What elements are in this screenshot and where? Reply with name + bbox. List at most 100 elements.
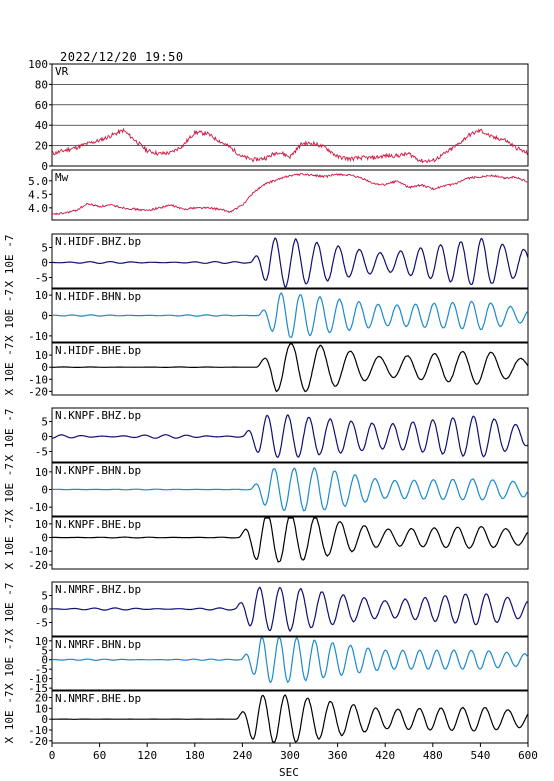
y-tick-label: 0 [41, 603, 48, 616]
y-unit-label: X 10E -7 [3, 343, 16, 396]
y-tick-label: 0 [41, 257, 48, 270]
series-line-n-hidf-bhn-bp [52, 292, 529, 338]
y-tick-label: 5 [41, 590, 48, 603]
panel-label-bg [53, 409, 147, 422]
panel-label: N.KNPF.BHN.bp [55, 464, 141, 477]
x-tick-label: 360 [328, 749, 348, 762]
panel-frame-n-knpf-bhe-bp [51, 516, 529, 570]
x-tick-label: 180 [185, 749, 205, 762]
x-tick-label: 540 [470, 749, 490, 762]
y-unit-label: X 10E -7 [3, 637, 16, 690]
x-tick-label: 480 [423, 749, 443, 762]
panel-frame-n-nmrf-bhn-bp [51, 636, 529, 691]
panel-label-bg [53, 692, 147, 705]
y-tick-label: 10 [35, 289, 48, 302]
y-unit-label: X 10E -7 [3, 463, 16, 516]
y-unit-label: X 10E -7 [3, 583, 16, 636]
series-line-n-nmrf-bhn-bp [52, 637, 529, 684]
panel-label: N.KNPF.BHZ.bp [55, 409, 141, 422]
y-tick-label: 0 [41, 361, 48, 374]
panel-label-bg [53, 344, 147, 357]
panel-label: N.NMRF.BHZ.bp [55, 583, 141, 596]
series-line-n-knpf-bhn-bp [51, 467, 529, 512]
y-tick-label: -5 [35, 663, 48, 676]
y-tick-label: 0 [41, 431, 48, 444]
panel-label-bg [53, 518, 147, 531]
panel-label: N.KNPF.BHE.bp [55, 518, 141, 531]
y-unit-label: X 10E -7 [3, 409, 16, 462]
y-tick-label: 0 [41, 713, 48, 726]
y-tick-label: -10 [28, 330, 48, 343]
y-tick-label: 10 [35, 635, 48, 648]
y-tick-label: 80 [35, 78, 48, 91]
y-tick-label: 20 [35, 692, 48, 705]
x-tick-label: 240 [232, 749, 252, 762]
y-tick-label: -20 [28, 385, 48, 398]
y-unit-label: X 10E -7 [3, 235, 16, 288]
y-tick-label: -5 [35, 617, 48, 630]
panel-label-bg [53, 235, 147, 248]
series-line-n-knpf-bhz-bp [51, 414, 529, 458]
y-tick-label: 5 [41, 644, 48, 657]
y-tick-label: 5 [41, 242, 48, 255]
y-tick-label: -20 [28, 559, 48, 572]
panel-label: VR [55, 65, 69, 78]
x-tick-label: 120 [137, 749, 157, 762]
x-tick-label: 420 [375, 749, 395, 762]
panel-label: N.NMRF.BHN.bp [55, 638, 141, 651]
y-tick-label: 0 [41, 654, 48, 667]
panel-frame-n-hidf-bhe-bp [51, 342, 529, 396]
series-line-vr [51, 127, 528, 164]
y-tick-label: 0 [41, 160, 48, 173]
y-tick-label: 4.5 [28, 188, 48, 201]
panel-frame-mw [51, 169, 529, 221]
series-line-mw [51, 172, 528, 216]
y-tick-label: 60 [35, 99, 48, 112]
panel-label-bg [53, 290, 147, 303]
panel-label: N.HIDF.BHN.bp [55, 290, 141, 303]
y-tick-label: 10 [35, 349, 48, 362]
panel-label-bg [53, 638, 147, 651]
y-tick-label: -10 [28, 501, 48, 514]
panel-label-bg [53, 464, 147, 477]
y-tick-label: 0 [41, 310, 48, 323]
x-tick-label: 60 [93, 749, 106, 762]
x-tick-label: 300 [280, 749, 300, 762]
y-tick-label: 4.0 [28, 202, 48, 215]
y-tick-label: 5.0 [28, 175, 48, 188]
series-line-n-knpf-bhe-bp [52, 517, 529, 563]
x-axis-label: SEC [279, 766, 299, 779]
y-tick-label: 5 [41, 416, 48, 429]
y-tick-label: 20 [35, 140, 48, 153]
y-tick-label: -10 [28, 545, 48, 558]
y-tick-label: -10 [28, 373, 48, 386]
header-timestamp: 2022/12/20 19:50 [60, 50, 184, 64]
y-tick-label: 10 [35, 466, 48, 479]
y-unit-label: X 10E -7 [3, 517, 16, 570]
panel-label: N.HIDF.BHE.bp [55, 344, 141, 357]
y-tick-label: 100 [28, 58, 48, 71]
x-tick-label: 600 [518, 749, 538, 762]
y-tick-label: -10 [28, 673, 48, 686]
panel-frame-vr [51, 63, 529, 167]
y-tick-label: -5 [35, 272, 48, 285]
panel-label-bg [53, 65, 70, 78]
y-tick-label: 10 [35, 702, 48, 715]
y-tick-label: 0 [41, 532, 48, 545]
panel-label: N.HIDF.BHZ.bp [55, 235, 141, 248]
panel-label: Mw [55, 171, 69, 184]
series-line-n-nmrf-bhe-bp [51, 694, 529, 743]
x-tick-label: 0 [49, 749, 56, 762]
y-tick-label: -15 [28, 682, 48, 695]
panel-label: N.NMRF.BHE.bp [55, 692, 141, 705]
series-line-n-hidf-bhe-bp [51, 343, 529, 393]
y-unit-label: X 10E -7 [3, 289, 16, 342]
panel-label-bg [53, 583, 147, 596]
series-line-n-nmrf-bhz-bp [52, 586, 529, 633]
y-tick-label: 40 [35, 119, 48, 132]
series-line-n-hidf-bhz-bp [52, 237, 529, 288]
panel-label-bg [53, 171, 70, 184]
y-unit-label: X 10E -7 [3, 691, 16, 744]
y-tick-label: 10 [35, 518, 48, 531]
y-tick-label: -10 [28, 724, 48, 737]
